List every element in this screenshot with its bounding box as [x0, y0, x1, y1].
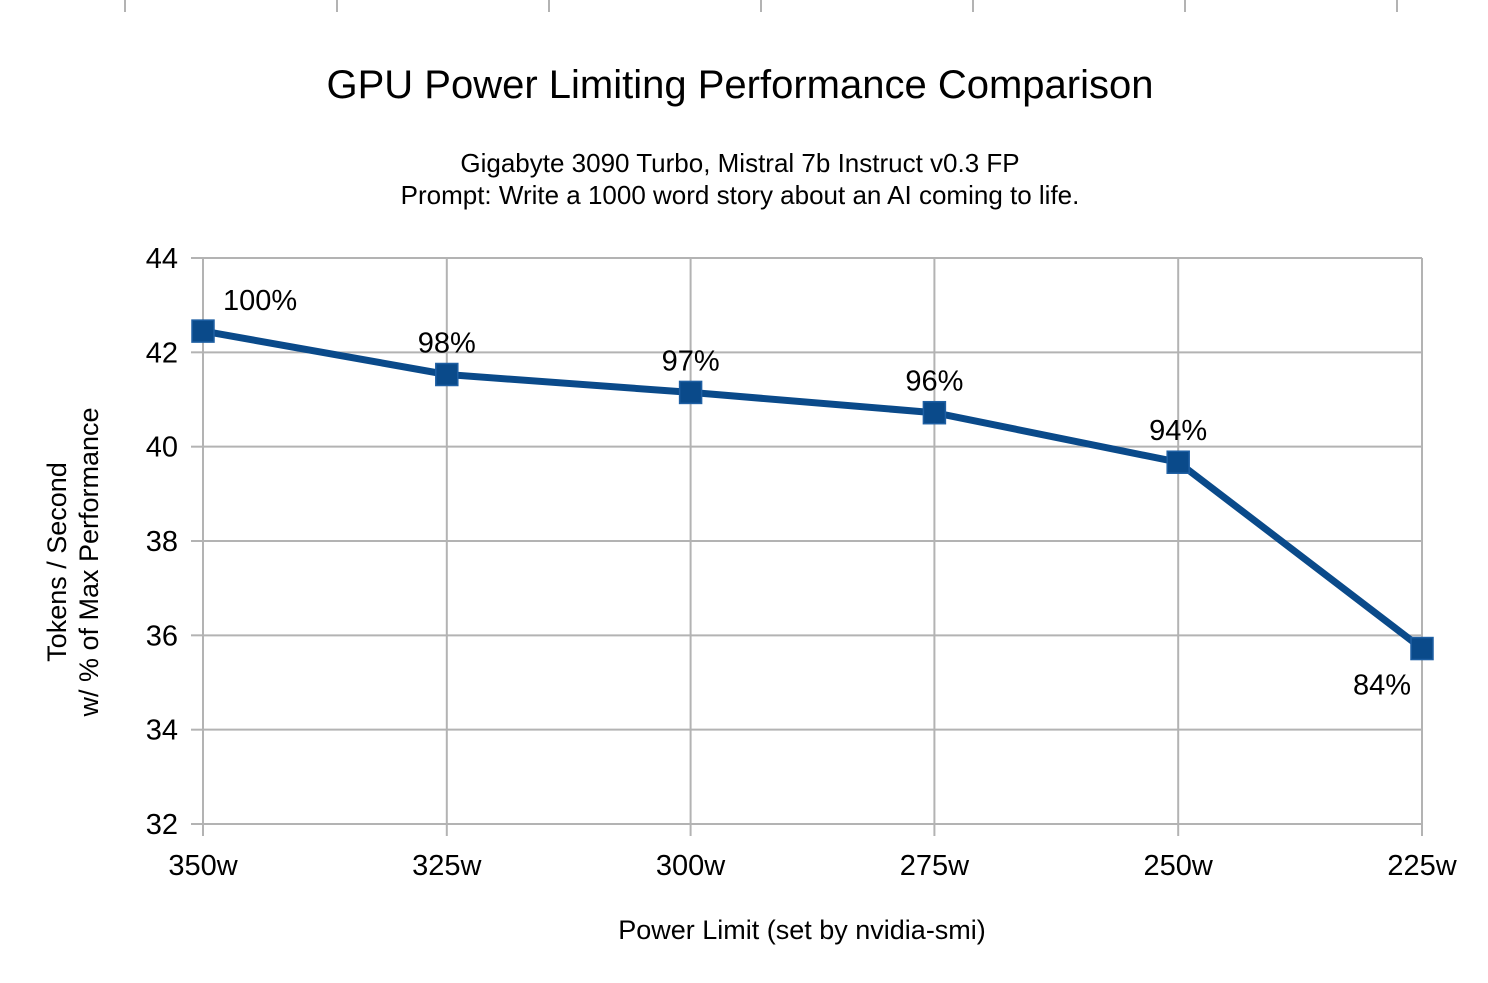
y-tick-label: 44 — [146, 243, 178, 275]
x-tick-label: 250w — [1144, 850, 1214, 882]
data-label: 97% — [662, 345, 720, 377]
y-axis-ticks: 32 34 36 38 40 42 44 — [146, 243, 178, 841]
y-tick-label: 36 — [146, 620, 178, 652]
data-point-marker — [678, 380, 703, 405]
series-line — [202, 327, 1425, 652]
chart-subtitle-line-2: Prompt: Write a 1000 word story about an… — [401, 180, 1080, 210]
x-tick-label: 350w — [168, 850, 238, 882]
x-axis-ticks: 350w 325w 300w 275w 250w 225w — [168, 850, 1457, 882]
data-point-marker — [1410, 636, 1434, 661]
x-tick-label: 300w — [656, 850, 726, 882]
data-point-marker — [191, 319, 215, 343]
x-tick-label: 225w — [1387, 850, 1457, 882]
series: 100% 98% 97% 96% 94% 84% — [191, 285, 1434, 702]
data-label: 100% — [223, 285, 297, 317]
y-tick-label: 32 — [146, 809, 178, 841]
grid — [191, 257, 1423, 836]
y-tick-label: 42 — [146, 337, 178, 369]
data-point-marker — [435, 362, 459, 387]
data-label: 98% — [418, 328, 476, 360]
y-tick-label: 34 — [146, 715, 178, 747]
y-tick-label: 40 — [146, 432, 178, 464]
y-axis-label-line-1: Tokens / Second — [42, 462, 72, 662]
data-label: 84% — [1353, 670, 1411, 702]
x-tick-label: 275w — [900, 850, 970, 882]
top-cropped-ticks — [124, 0, 1398, 12]
chart-subtitle-line-1: Gigabyte 3090 Turbo, Mistral 7b Instruct… — [460, 148, 1019, 178]
data-point-marker — [1166, 450, 1190, 474]
x-axis-label: Power Limit (set by nvidia-smi) — [618, 915, 986, 945]
data-label: 94% — [1149, 415, 1207, 447]
data-point-marker — [922, 400, 947, 425]
chart-title: GPU Power Limiting Performance Compariso… — [327, 63, 1154, 107]
y-axis-label-line-2: w/ % of Max Performance — [74, 407, 104, 717]
data-label: 96% — [905, 366, 963, 398]
x-tick-label: 325w — [412, 850, 482, 882]
y-tick-label: 38 — [146, 526, 178, 558]
